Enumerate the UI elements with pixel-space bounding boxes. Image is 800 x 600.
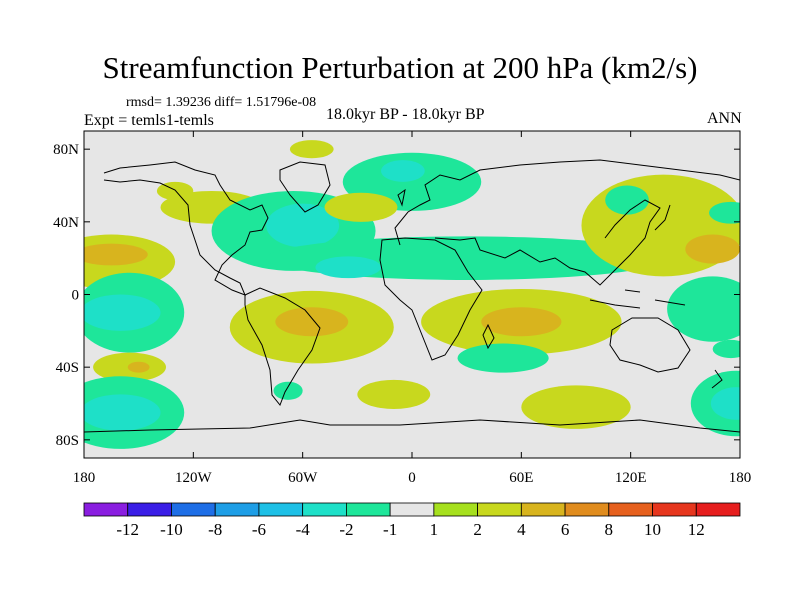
colorbar-label-0: -12	[116, 520, 139, 539]
anomaly-layer	[84, 140, 740, 449]
coast-australia	[609, 317, 691, 373]
colorbar-label-10: 6	[561, 520, 570, 539]
colorbar-swatch-6	[345, 502, 391, 517]
colorbar: -12 -10 -8 -6 -4 -2 -1 1 2 4 6 8 10 12	[83, 502, 741, 539]
anomaly-region-15	[709, 201, 740, 224]
colorbar-label-2: -8	[208, 520, 222, 539]
coast-new-zealand	[711, 369, 723, 389]
colorbar-swatch-4	[258, 502, 304, 517]
colorbar-label-13: 12	[688, 520, 705, 539]
y-tick-label-4: 80S	[56, 433, 79, 449]
coast-japan	[654, 204, 671, 231]
colorbar-label-11: 8	[605, 520, 614, 539]
colorbar-label-4: -4	[296, 520, 311, 539]
anomaly-region-13	[605, 185, 649, 215]
colorbar-swatch-8	[433, 502, 479, 517]
coast-antarctica	[84, 419, 740, 433]
colorbar-label-8: 2	[473, 520, 482, 539]
x-tick-label-1: 120W	[175, 470, 213, 486]
chart-title: Streamfunction Perturbation at 200 hPa (…	[102, 50, 698, 85]
colorbar-swatch-10	[520, 502, 566, 517]
y-tick-label-3: 40S	[56, 360, 79, 376]
colorbar-label-12: 10	[644, 520, 661, 539]
anomaly-region-30	[667, 276, 740, 342]
anomaly-region-17	[84, 294, 161, 331]
coast-south-america	[244, 287, 321, 406]
y-tick-label-1: 40N	[53, 215, 79, 231]
anomaly-region-14	[685, 234, 740, 264]
anomaly-region-5	[266, 203, 340, 248]
experiment-label: Expt = temls1-temls	[84, 112, 214, 129]
colorbar-swatch-0	[83, 502, 129, 517]
x-tick-label-0: 180	[73, 470, 96, 486]
anomaly-region-19	[127, 361, 150, 373]
colorbar-swatch-12	[608, 502, 653, 517]
colorbar-label-7: 1	[430, 520, 439, 539]
colorbar-label-9: 4	[517, 520, 526, 539]
anomaly-region-31	[712, 339, 740, 359]
colorbar-swatch-7	[389, 502, 435, 517]
colorbar-swatch-2	[171, 502, 216, 517]
colorbar-swatch-13	[652, 502, 697, 517]
coast-europe-asia	[394, 159, 740, 246]
colorbar-swatch-1	[127, 502, 172, 517]
anomaly-region-21	[84, 394, 161, 431]
axes: 180 120W 60W 0 60E 120E 180 80N 40N 0 40S 80S	[53, 131, 751, 486]
anomaly-region-24	[273, 381, 303, 400]
coastlines	[84, 159, 740, 433]
x-tick-label-6: 180	[729, 470, 752, 486]
colorbar-label-5: -2	[339, 520, 353, 539]
season-label: ANN	[707, 110, 742, 127]
colorbar-label-6: -1	[383, 520, 397, 539]
anomaly-region-29	[521, 385, 631, 429]
anomaly-region-25	[357, 379, 431, 409]
coast-africa	[379, 237, 483, 361]
coast-asia-south	[434, 199, 661, 286]
anomaly-region-23	[275, 307, 349, 337]
anomaly-region-6	[289, 140, 334, 159]
anomaly-region-3	[156, 181, 194, 201]
colorbar-swatch-9	[477, 502, 522, 517]
x-tick-label-3: 0	[408, 470, 416, 486]
anomaly-region-28	[457, 343, 549, 373]
colorbar-swatch-5	[302, 502, 347, 517]
colorbar-swatch-3	[214, 502, 260, 517]
stats-text: rmsd= 1.39236 diff= 1.51796e-08	[126, 95, 317, 110]
colorbar-swatch-14	[695, 502, 741, 517]
coast-indonesia	[589, 289, 686, 309]
anomaly-region-11	[315, 256, 382, 279]
coast-north-america	[103, 161, 269, 296]
anomaly-region-9	[324, 192, 398, 222]
colorbar-label-3: -6	[252, 520, 266, 539]
coast-greenland	[279, 161, 331, 213]
period-label: 18.0kyr BP - 18.0kyr BP	[326, 106, 485, 123]
y-tick-label-2: 0	[72, 288, 80, 304]
anomaly-region-27	[481, 307, 562, 337]
coast-madagascar	[482, 323, 495, 350]
colorbar-swatch-11	[564, 502, 610, 517]
anomaly-region-33	[710, 387, 740, 420]
x-tick-label-4: 60E	[509, 470, 533, 486]
colorbar-label-1: -10	[160, 520, 183, 539]
x-tick-label-2: 60W	[288, 470, 318, 486]
anomaly-region-8	[381, 160, 425, 182]
x-tick-label-5: 120E	[615, 470, 647, 486]
anomaly-region-1	[84, 243, 148, 266]
y-tick-label-0: 80N	[53, 142, 79, 158]
coast-uk	[397, 188, 406, 207]
